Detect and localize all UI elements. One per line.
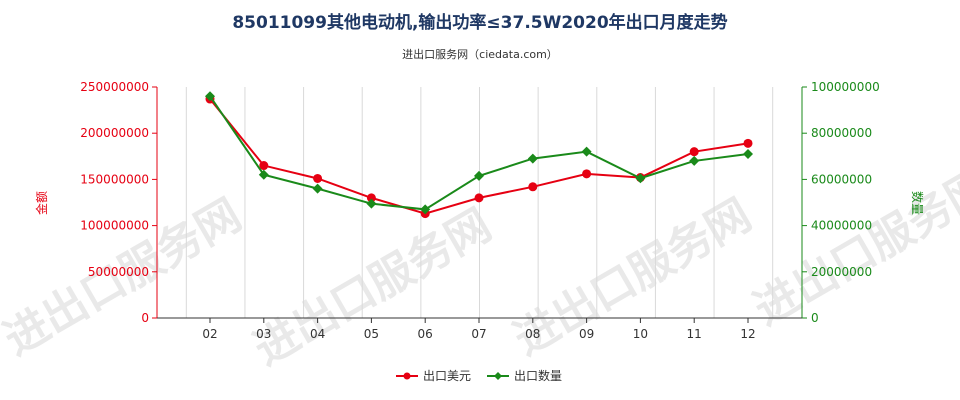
x-tick-label: 11 bbox=[687, 327, 702, 341]
y-left-tick-label: 200000000 bbox=[80, 126, 149, 140]
x-tick-label: 03 bbox=[256, 327, 271, 341]
x-tick-label: 08 bbox=[525, 327, 540, 341]
legend[interactable]: 出口美元 出口数量 bbox=[396, 368, 562, 383]
y-axis-left-label: 金额 bbox=[34, 191, 49, 215]
data-point-1 bbox=[689, 147, 699, 157]
legend-label-1: 出口美元 bbox=[423, 369, 471, 383]
y-right-tick-label: 100000000 bbox=[811, 80, 880, 94]
data-point-2 bbox=[689, 155, 700, 166]
axes: 0500000001000000001500000002000000002500… bbox=[80, 80, 879, 341]
x-tick-label: 12 bbox=[740, 327, 755, 341]
x-tick-label: 05 bbox=[364, 327, 379, 341]
data-point-2 bbox=[366, 198, 377, 209]
y-left-tick-label: 0 bbox=[141, 311, 149, 325]
grid-lines bbox=[185, 87, 774, 318]
data-point-1 bbox=[313, 173, 323, 183]
y-left-tick-label: 150000000 bbox=[80, 172, 149, 186]
y-left-tick-label: 100000000 bbox=[80, 219, 149, 233]
data-point-2 bbox=[635, 173, 646, 184]
data-point-2 bbox=[474, 170, 484, 181]
series-layer bbox=[205, 91, 753, 219]
x-tick-label: 07 bbox=[471, 327, 486, 341]
legend-marker-2 bbox=[494, 372, 502, 380]
x-tick-label: 02 bbox=[202, 327, 217, 341]
y-right-tick-label: 40000000 bbox=[811, 219, 872, 233]
data-point-2 bbox=[527, 153, 538, 164]
x-tick-label: 04 bbox=[310, 327, 325, 341]
x-tick-label: 09 bbox=[579, 327, 594, 341]
data-point-1 bbox=[259, 161, 269, 171]
chart-title: 85011099其他电动机,输出功率≤37.5W2020年出口月度走势 bbox=[232, 12, 727, 33]
data-point-1 bbox=[743, 138, 753, 148]
legend-marker-1 bbox=[403, 372, 411, 380]
y-left-tick-label: 250000000 bbox=[80, 80, 149, 94]
data-point-2 bbox=[258, 169, 269, 180]
y-right-tick-label: 20000000 bbox=[811, 265, 872, 279]
data-point-1 bbox=[582, 169, 592, 179]
data-point-1 bbox=[528, 182, 538, 192]
y-axis-right-label: 数量 bbox=[910, 191, 925, 215]
data-point-1 bbox=[366, 193, 376, 203]
data-point-2 bbox=[205, 91, 215, 102]
data-point-2 bbox=[743, 148, 753, 159]
data-point-1 bbox=[474, 193, 484, 203]
data-point-2 bbox=[312, 183, 323, 194]
x-tick-label: 06 bbox=[418, 327, 433, 341]
y-right-tick-label: 80000000 bbox=[811, 126, 872, 140]
y-left-tick-label: 50000000 bbox=[88, 265, 149, 279]
x-tick-label: 10 bbox=[633, 327, 648, 341]
watermark-text: 进出口服务网 bbox=[246, 199, 500, 375]
data-point-2 bbox=[581, 146, 592, 157]
data-point-2 bbox=[420, 204, 431, 215]
y-right-tick-label: 60000000 bbox=[811, 172, 872, 186]
legend-label-2: 出口数量 bbox=[514, 368, 562, 383]
chart-subtitle: 进出口服务网（ciedata.com） bbox=[402, 47, 558, 61]
y-right-tick-label: 0 bbox=[811, 311, 819, 325]
